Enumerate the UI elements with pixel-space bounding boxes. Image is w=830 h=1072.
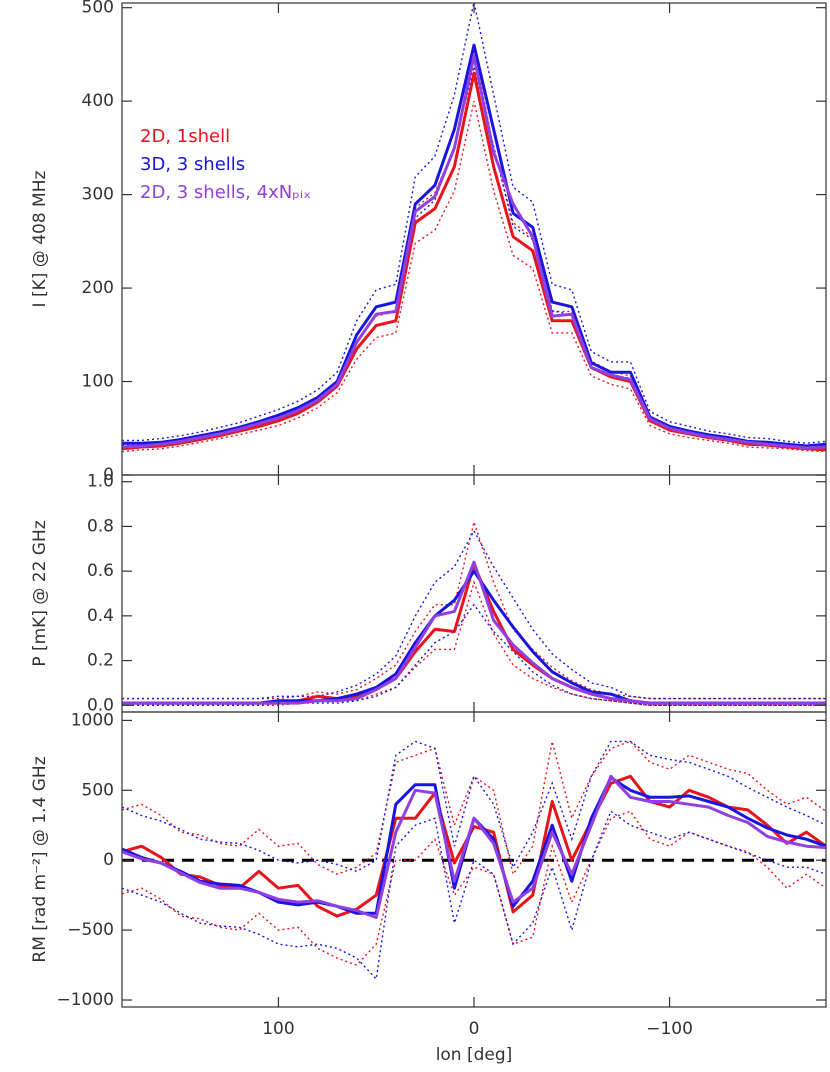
bound-line — [122, 529, 826, 700]
series-line — [122, 774, 826, 919]
y-tick-label: 0.4 — [87, 606, 114, 626]
panel-frame — [121, 474, 827, 713]
series-line — [122, 560, 826, 705]
y-tick-label: 500 — [82, 0, 114, 18]
bound-line — [122, 740, 826, 876]
series-line — [122, 569, 826, 705]
x-axis-label: lon [deg] — [436, 1045, 513, 1065]
y-tick-label: 300 — [82, 185, 114, 205]
bound-line — [122, 100, 826, 453]
y-axis-label: P [mK] @ 22 GHz — [30, 520, 50, 666]
y-axis-label: RM [rad m⁻²] @ 1.4 GHz — [30, 756, 50, 962]
bound-line — [122, 580, 826, 706]
series-line — [122, 54, 826, 450]
bound-line — [122, 603, 826, 706]
legend-entry: 3D, 3 shells — [140, 154, 245, 175]
bound-line — [122, 66, 826, 449]
plot-area — [122, 740, 826, 981]
series-line — [122, 562, 826, 705]
y-tick-label: 500 — [82, 780, 114, 800]
y-tick-label: 200 — [82, 278, 114, 298]
bound-line — [122, 740, 826, 873]
y-tick-label: 0.0 — [87, 695, 114, 715]
panel-frame — [121, 711, 827, 1008]
series-line — [122, 776, 826, 915]
y-tick-label: 0.6 — [87, 561, 114, 581]
y-tick-label: 1000 — [71, 710, 114, 730]
bound-line — [122, 810, 826, 981]
y-tick-label: 400 — [82, 91, 114, 111]
legend-entry: 2D, 1shell — [140, 126, 230, 147]
x-tick-label: 0 — [469, 1019, 480, 1039]
bound-line — [122, 519, 826, 700]
legend-entry: 2D, 3 shells, 4xNₚᵢₓ — [140, 182, 311, 203]
y-axis-label: I [K] @ 408 MHz — [30, 170, 50, 307]
plot-area — [122, 3, 826, 453]
y-tick-label: −1000 — [56, 990, 114, 1010]
series-line — [122, 774, 826, 918]
y-tick-label: 1.0 — [87, 472, 114, 492]
y-tick-label: 0 — [103, 465, 114, 485]
plot-area — [122, 519, 826, 706]
y-tick-label: −500 — [67, 920, 114, 940]
y-tick-label: 0.2 — [87, 651, 114, 671]
y-tick-label: 0 — [103, 850, 114, 870]
bound-line — [122, 48, 826, 449]
x-tick-label: −100 — [646, 1019, 693, 1039]
x-tick-label: 100 — [262, 1019, 294, 1039]
y-tick-label: 0.8 — [87, 516, 114, 536]
y-tick-label: 100 — [82, 372, 114, 392]
series-line — [122, 43, 826, 448]
